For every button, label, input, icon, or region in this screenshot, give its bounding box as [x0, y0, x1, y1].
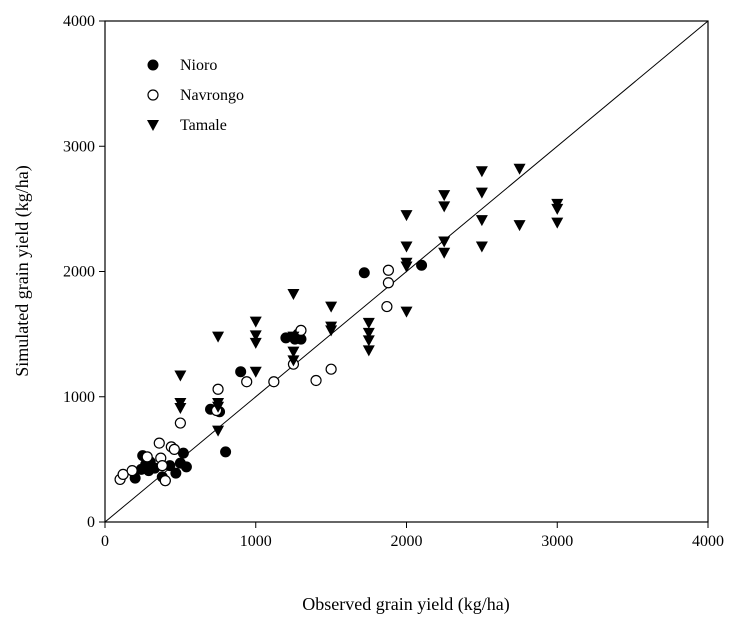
x-axis-label: Observed grain yield (kg/ha) — [302, 594, 509, 615]
data-point-nioro — [235, 366, 247, 378]
data-point-tamale — [325, 301, 338, 313]
x-tick-label: 0 — [101, 533, 109, 550]
legend-marker-tamale — [147, 120, 159, 131]
data-point-tamale — [287, 355, 300, 367]
data-points — [114, 163, 564, 487]
data-point-tamale — [400, 241, 413, 253]
data-point-tamale — [438, 236, 451, 248]
data-point-nioro — [416, 259, 428, 271]
series-navrongo — [114, 264, 395, 487]
data-point-tamale — [287, 346, 300, 358]
data-point-tamale — [325, 325, 338, 337]
x-tick-label: 3000 — [541, 533, 573, 550]
legend-label-nioro: Nioro — [180, 57, 217, 74]
data-point-navrongo — [156, 460, 168, 472]
data-point-tamale — [362, 327, 375, 339]
legend-marker-nioro — [147, 59, 159, 71]
data-point-tamale — [551, 217, 564, 229]
y-axis-label: Simulated grain yield (kg/ha) — [12, 165, 33, 376]
data-point-navrongo — [153, 437, 165, 449]
data-point-navrongo — [126, 465, 138, 477]
data-point-tamale — [513, 163, 526, 175]
data-point-tamale — [249, 337, 262, 349]
data-point-tamale — [174, 370, 187, 382]
data-point-tamale — [475, 166, 488, 178]
data-point-tamale — [551, 203, 564, 215]
data-point-tamale — [400, 210, 413, 222]
y-tick-label: 3000 — [63, 138, 95, 155]
data-point-tamale — [362, 345, 375, 357]
data-point-tamale — [475, 215, 488, 227]
data-point-navrongo — [382, 277, 395, 289]
data-point-tamale — [212, 425, 225, 437]
data-point-navrongo — [268, 376, 280, 388]
legend-label-tamale: Tamale — [180, 117, 227, 134]
data-point-navrongo — [381, 300, 393, 313]
data-point-navrongo — [310, 374, 322, 387]
legend-label-navrongo: Navrongo — [180, 87, 244, 104]
data-point-navrongo — [168, 443, 180, 455]
data-point-navrongo — [141, 451, 153, 463]
series-tamale — [174, 163, 564, 437]
x-tick-label: 2000 — [391, 533, 423, 550]
x-tick-label: 1000 — [240, 533, 272, 550]
data-point-tamale — [287, 331, 300, 343]
legend-marker-navrongo — [147, 89, 159, 101]
data-point-tamale — [174, 403, 187, 415]
data-point-tamale — [438, 247, 451, 259]
data-point-tamale — [212, 331, 225, 343]
data-point-tamale — [438, 201, 451, 213]
data-point-tamale — [475, 241, 488, 253]
data-point-nioro — [220, 446, 232, 458]
data-point-tamale — [438, 190, 451, 202]
data-point-tamale — [362, 335, 375, 347]
data-point-navrongo — [325, 363, 337, 375]
data-point-tamale — [249, 316, 262, 328]
data-point-tamale — [400, 306, 413, 318]
x-tick-label: 4000 — [692, 533, 724, 550]
data-point-navrongo — [382, 264, 395, 276]
data-point-navrongo — [159, 475, 171, 487]
data-point-tamale — [362, 317, 375, 329]
data-point-navrongo — [212, 383, 224, 395]
y-tick-label: 2000 — [63, 264, 95, 281]
data-point-nioro — [358, 267, 370, 279]
data-point-tamale — [249, 330, 262, 342]
data-point-navrongo — [174, 417, 186, 429]
data-point-tamale — [249, 366, 262, 378]
data-point-nioro — [180, 461, 192, 473]
y-axis-ticks: 0 1000 2000 3000 4000 — [63, 13, 105, 531]
y-tick-label: 4000 — [63, 13, 95, 30]
data-point-navrongo — [241, 376, 253, 388]
data-point-tamale — [287, 289, 300, 301]
data-point-nioro — [170, 467, 182, 479]
legend: Nioro Navrongo Tamale — [147, 57, 244, 134]
data-point-tamale — [513, 220, 526, 232]
data-point-tamale — [400, 261, 413, 273]
y-tick-label: 1000 — [63, 389, 95, 406]
x-axis-ticks: 0 1000 2000 3000 4000 — [101, 522, 724, 550]
y-tick-label: 0 — [87, 514, 95, 531]
data-point-tamale — [475, 187, 488, 199]
data-point-tamale — [212, 401, 225, 413]
